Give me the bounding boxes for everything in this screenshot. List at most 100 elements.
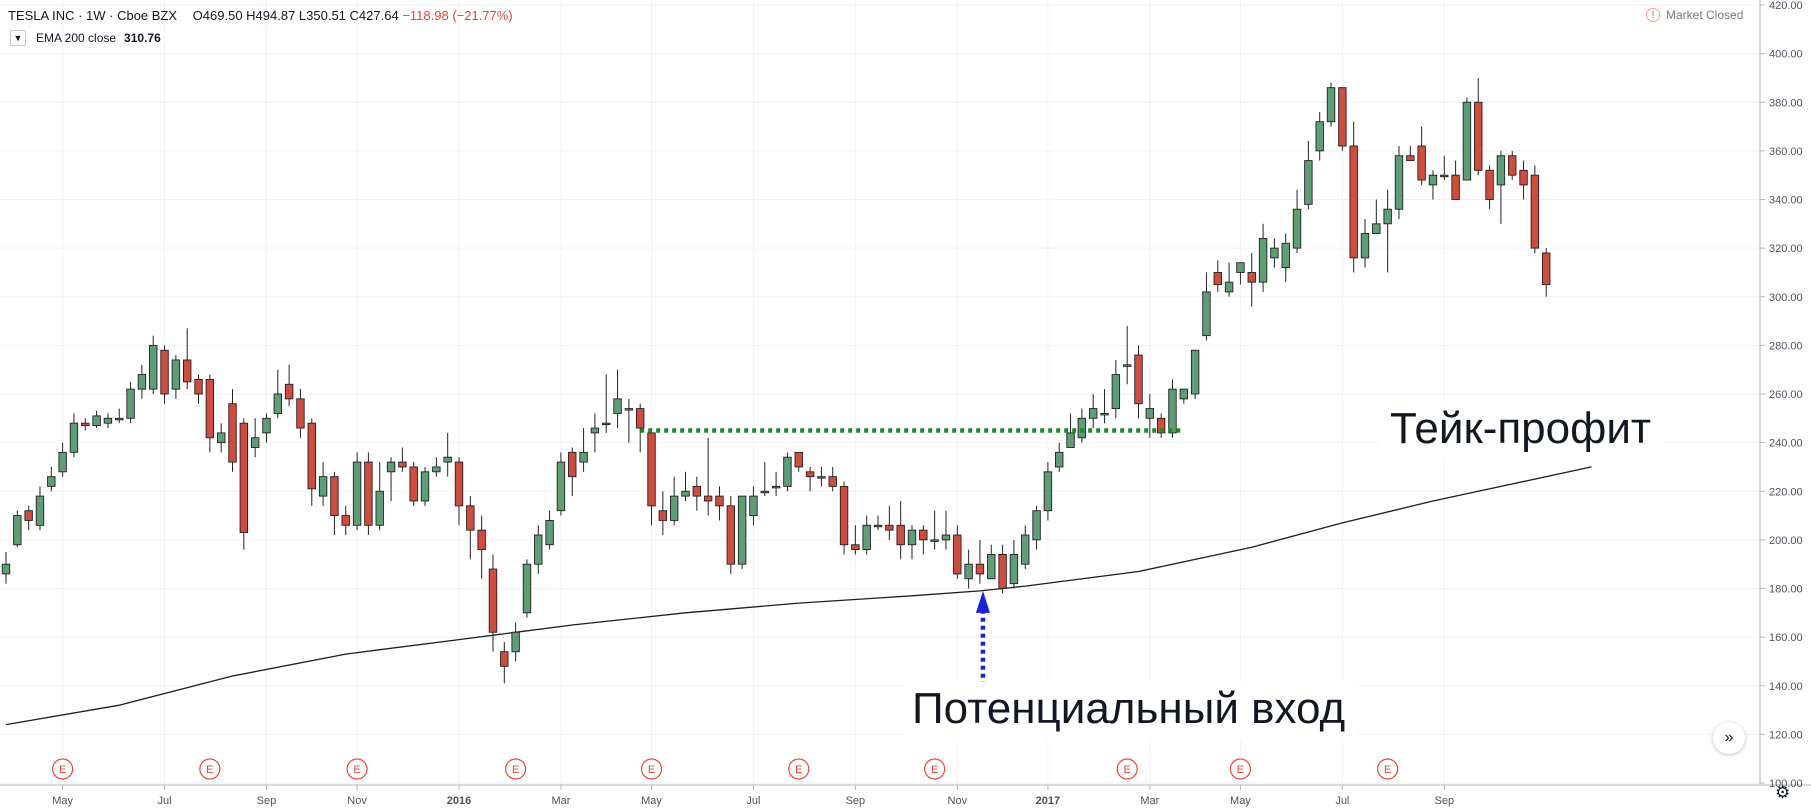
x-tick-label: Jul (1335, 795, 1349, 807)
candle-up (1122, 364, 1132, 367)
candle-down (1485, 169, 1494, 200)
candle-up (420, 471, 430, 502)
indicator-label[interactable]: EMA 200 close (36, 31, 117, 45)
ohlc-values: O469.50 H494.87 L350.51 C427.64 (192, 8, 399, 23)
y-tick-label: 380.00 (1769, 97, 1803, 109)
candle-up (771, 485, 781, 489)
candle-up (1224, 281, 1234, 293)
symbol-title[interactable]: TESLA INC · 1W · Cboe BZX (8, 8, 178, 23)
candle-up (1326, 87, 1336, 123)
candle-down (896, 524, 905, 546)
market-status-text: Market Closed (1666, 8, 1744, 22)
candle-up (318, 476, 328, 497)
y-tick-label: 240.00 (1769, 438, 1803, 450)
candle-down (307, 422, 316, 490)
candle-up (579, 451, 588, 463)
candle-up (13, 515, 22, 546)
entry-arrow-head (975, 590, 990, 613)
y-tick-label: 200.00 (1769, 535, 1803, 547)
candle-up (1179, 388, 1189, 400)
candle-down (828, 476, 837, 487)
candle-down (1508, 155, 1517, 176)
candle-up (1055, 451, 1064, 468)
earnings-circle (346, 758, 368, 780)
candle-up (137, 374, 147, 390)
candle-up (1021, 534, 1030, 565)
candle-up (250, 437, 260, 448)
candle-up (556, 461, 566, 512)
candle-up (58, 451, 67, 473)
candle-up (1168, 388, 1177, 434)
time-axis: May Jul Sep Nov 2016 Mar May Jul Sep Nov 2017 Mar Ma… (0, 784, 1811, 807)
candle-down (1213, 271, 1222, 286)
x-tick-label: Sep (1434, 795, 1454, 807)
earnings-label: E (512, 764, 519, 776)
earnings-label: E (795, 764, 802, 776)
candle-up (375, 490, 384, 526)
candle-up (737, 495, 747, 565)
candle-up (760, 490, 769, 494)
y-tick-label: 280.00 (1769, 340, 1803, 352)
chevron-down-icon[interactable]: ▼ (10, 30, 26, 46)
price-change: −118.98 (−21.77%) (402, 8, 513, 23)
candle-down (805, 471, 815, 478)
candle-up (1, 563, 11, 575)
candle-up (1032, 510, 1041, 541)
earnings-label: E (1384, 764, 1391, 776)
x-tick-label: May (641, 795, 662, 807)
candle-up (35, 495, 45, 526)
candle-down (81, 422, 90, 427)
candle-down (364, 461, 373, 526)
candle-up (1202, 291, 1211, 337)
indicator-legend: ▼ EMA 200 close 310.76 (10, 30, 161, 46)
candle-up (1304, 160, 1313, 205)
x-tick-label: 2017 (1036, 795, 1060, 807)
candle-down (1134, 354, 1143, 405)
y-tick-label: 320.00 (1769, 243, 1803, 255)
candle-up (1009, 554, 1019, 585)
x-tick-label: Mar (1140, 795, 1159, 807)
candle-down (1406, 155, 1415, 162)
candle-down (409, 466, 418, 502)
candle-down (488, 568, 498, 633)
y-tick-label: 420.00 (1769, 0, 1803, 12)
candle-down (296, 398, 305, 429)
candle-up (149, 344, 158, 390)
candlestick-series (1, 77, 1551, 684)
candle-up (1394, 155, 1404, 210)
candle-up (1383, 208, 1392, 225)
candle-down (1156, 417, 1166, 434)
candle-down (160, 349, 169, 395)
candle-up (783, 456, 792, 487)
candle-up (69, 422, 79, 453)
candle-up (1043, 471, 1053, 512)
candle-up (907, 529, 917, 546)
candle-up (273, 393, 282, 414)
candle-up (216, 432, 226, 444)
x-tick-label: May (52, 795, 73, 807)
y-tick-label: 400.00 (1769, 49, 1803, 61)
candle-down (839, 485, 849, 546)
earnings-label: E (353, 764, 360, 776)
exclamation-icon: ! (1646, 8, 1660, 22)
candle-down (194, 378, 203, 395)
x-tick-label: Nov (948, 795, 968, 807)
candle-down (466, 505, 475, 531)
entry-label: Потенциальный вход (902, 682, 1358, 740)
candle-up (511, 631, 520, 653)
candle-up (1270, 247, 1279, 259)
candle-down (998, 554, 1007, 589)
candle-up (386, 461, 396, 473)
earnings-label: E (59, 764, 66, 776)
candle-up (545, 519, 554, 546)
earnings-label: E (1237, 764, 1244, 776)
gear-icon[interactable]: ⚙ (1775, 783, 1790, 803)
settings-glyph: ⚙ (1775, 783, 1791, 802)
y-tick-label: 180.00 (1769, 584, 1803, 596)
candle-down (953, 534, 962, 575)
candle-up (1360, 233, 1370, 259)
double-chevron-right-icon[interactable]: » (1713, 722, 1745, 754)
candle-up (262, 417, 271, 434)
